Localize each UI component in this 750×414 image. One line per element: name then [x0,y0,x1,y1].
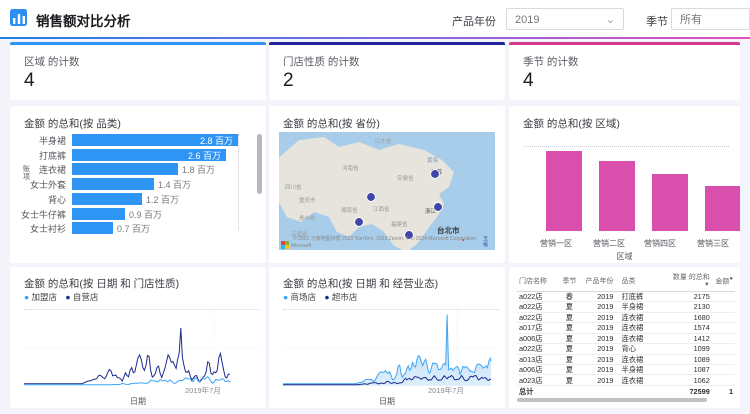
svg-text:四川省: 四川省 [285,183,302,191]
svg-text:山东省: 山东省 [375,137,392,145]
svg-text:河南省: 河南省 [342,164,359,172]
svg-text:贵州省: 贵州省 [299,214,316,222]
svg-text:重庆市: 重庆市 [299,196,316,204]
svg-text:台北市: 台北市 [437,225,460,235]
svg-text:江西省: 江西省 [373,205,390,213]
svg-text:岷: 岷 [483,241,488,248]
svg-text:福建省: 福建省 [391,220,408,228]
svg-text:黄海: 黄海 [427,156,439,164]
svg-text:湖南省: 湖南省 [341,206,358,214]
svg-text:安徽省: 安徽省 [397,174,414,182]
